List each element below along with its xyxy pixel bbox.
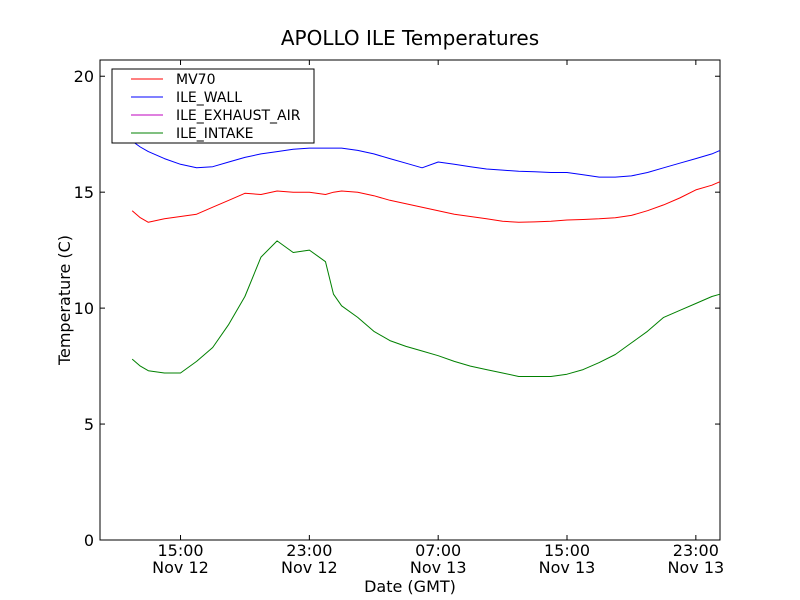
legend-label-3: ILE_INTAKE [176,126,253,142]
series-line-ile-intake [131,240,721,377]
series-line-mv70 [131,181,721,223]
y-tick-label-1: 5 [84,415,94,434]
x-tick-date-4: Nov 13 [668,558,725,577]
series-layer [131,140,721,377]
y-axis-label: Temperature (C) [55,235,74,366]
chart-title: APOLLO ILE Temperatures [281,26,539,50]
x-tick-date-1: Nov 12 [281,558,338,577]
y-tick-label-2: 10 [74,299,94,318]
x-tick-time-2: 07:00 [415,541,461,560]
plot-frame [99,59,721,541]
legend-label-0: MV70 [176,72,215,88]
y-tick-label-0: 0 [84,531,94,550]
legend-label-1: ILE_WALL [176,90,242,106]
series-line-ile-wall [131,140,721,178]
x-axis-label: Date (GMT) [364,577,456,596]
y-tick-label-3: 15 [74,183,94,202]
legend-label-2: ILE_EXHAUST_AIR [176,108,301,124]
x-tick-date-2: Nov 13 [410,558,467,577]
x-tick-time-3: 15:00 [544,541,590,560]
legend-frame [111,68,315,144]
x-tick-date-3: Nov 13 [539,558,596,577]
y-tick-label-4: 20 [74,67,94,86]
x-tick-time-1: 23:00 [286,541,332,560]
x-tick-date-0: Nov 12 [152,558,209,577]
x-tick-time-0: 15:00 [157,541,203,560]
legend: MV70 ILE_WALL ILE_EXHAUST_AIR ILE_INTAKE [111,68,315,144]
x-tick-time-4: 23:00 [673,541,719,560]
y-axis: 0 5 10 15 20 [74,67,720,550]
